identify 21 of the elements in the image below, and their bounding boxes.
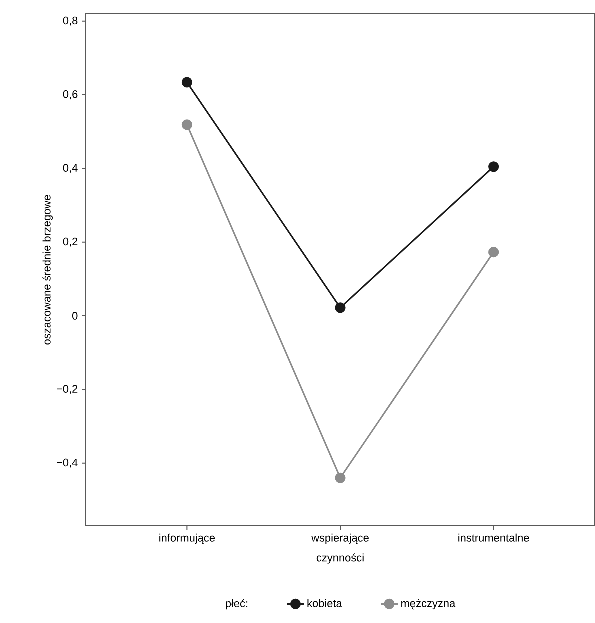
legend-label: kobieta [308, 599, 342, 608]
point [335, 302, 346, 314]
point [335, 472, 346, 484]
x-tick-label: informujące [160, 534, 216, 544]
x-axis-title: czynności [316, 554, 364, 564]
y-tick-label: 0,6 [63, 90, 78, 100]
point [488, 162, 500, 172]
legend-label: mężczyzna [402, 599, 456, 610]
point [488, 247, 500, 258]
y-tick-label: 0,2 [63, 238, 78, 247]
y-tick-label: 0 [72, 312, 78, 320]
y-tick-label: 0,4 [63, 164, 78, 174]
y-tick-label: 0,8 [63, 16, 78, 26]
point [182, 120, 192, 130]
y-axis-title: oszacowane średnie brzegowe [42, 195, 53, 345]
x-tick-label: instrumentalne [458, 534, 530, 542]
legend-title: płeć: [226, 599, 248, 610]
y-tick-label: −0,4 [57, 458, 78, 468]
point [182, 77, 192, 88]
x-tick-label: wspierające [312, 534, 369, 544]
y-tick-label: −0,2 [57, 385, 78, 394]
